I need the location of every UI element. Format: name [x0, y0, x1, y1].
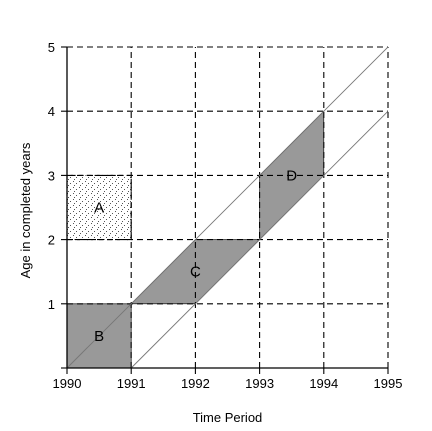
diagonal-lines: [66, 46, 389, 369]
diagonal-line-2: [130, 110, 389, 369]
y-tick-label-4: 4: [48, 104, 55, 119]
region-labels: A B C D: [94, 167, 297, 345]
x-tick-label-1990: 1990: [53, 376, 82, 391]
y-axis-title: Age in completed years: [18, 142, 33, 278]
x-tick-label-1991: 1991: [117, 376, 146, 391]
region-label-d: D: [286, 167, 297, 184]
y-tick-label-3: 3: [48, 168, 55, 183]
y-tick-label-1: 1: [48, 297, 55, 312]
x-axis-title: Time Period: [193, 410, 263, 425]
region-a: [67, 175, 132, 240]
tick-labels: 1990 1991 1992 1993 1994 1995 1 2 3 4 5: [48, 40, 403, 391]
x-tick-label-1992: 1992: [181, 376, 210, 391]
diagonal-line-1: [66, 46, 389, 369]
y-tick-label-2: 2: [48, 233, 55, 248]
region-c: [131, 239, 260, 304]
region-label-c: C: [190, 264, 201, 281]
x-tick-label-1993: 1993: [245, 376, 274, 391]
x-tick-label-1994: 1994: [309, 376, 338, 391]
y-tick-label-5: 5: [48, 40, 55, 55]
x-tick-label-1995: 1995: [374, 376, 403, 391]
ticks: [61, 46, 389, 374]
region-outline-a: [66, 174, 132, 241]
region-label-a: A: [94, 200, 104, 217]
region-label-b: B: [94, 328, 104, 345]
